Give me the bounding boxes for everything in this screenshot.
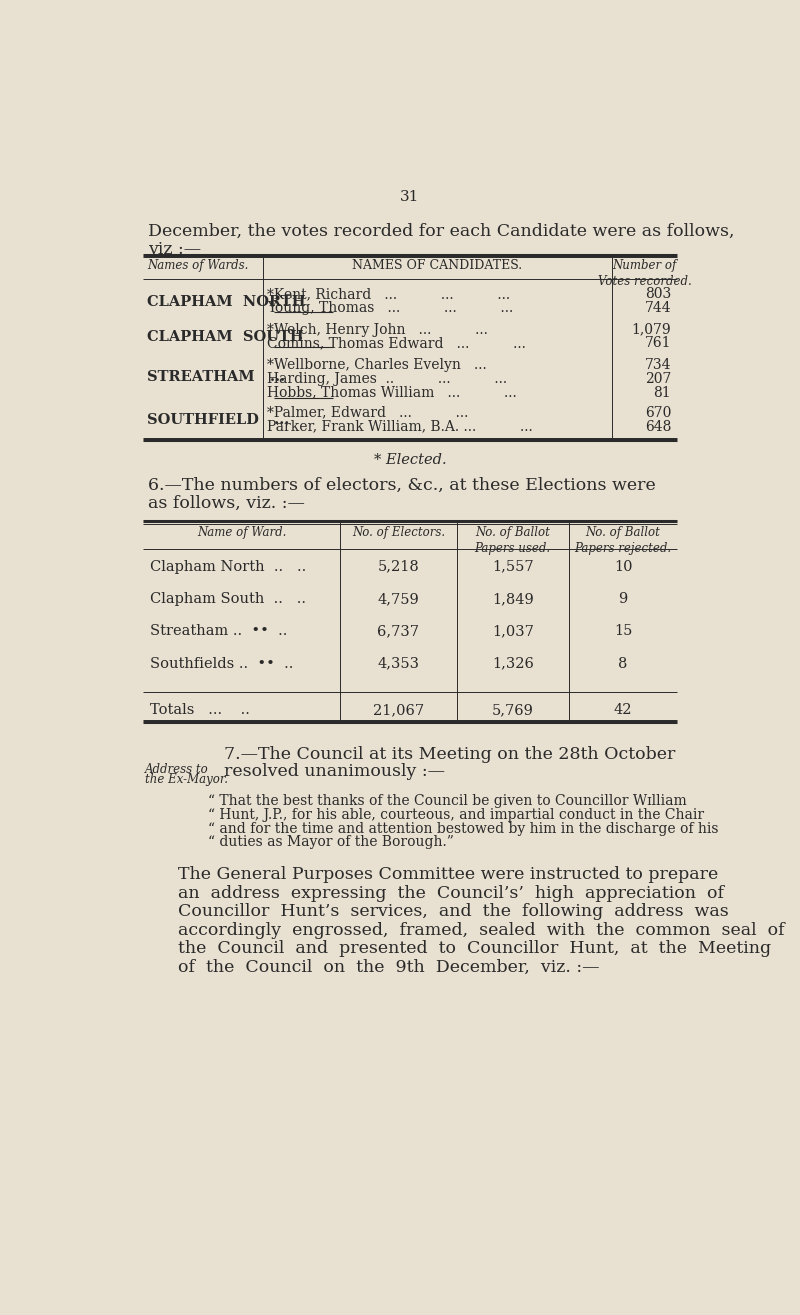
Text: December, the votes recorded for each Candidate were as follows,: December, the votes recorded for each Ca… <box>148 224 734 241</box>
Text: “ duties as Mayor of the Borough.”: “ duties as Mayor of the Borough.” <box>209 835 454 849</box>
Text: 1,849: 1,849 <box>492 592 534 606</box>
Text: 8: 8 <box>618 656 628 671</box>
Text: Parker, Frank William, B.A. ...          ...: Parker, Frank William, B.A. ... ... <box>267 419 533 434</box>
Text: Clapham South  ..   ..: Clapham South .. .. <box>150 592 306 606</box>
Text: 761: 761 <box>645 337 671 350</box>
Text: Comins, Thomas Edward   ...          ...: Comins, Thomas Edward ... ... <box>267 337 526 350</box>
Text: 1,079: 1,079 <box>631 322 671 337</box>
Text: 5,218: 5,218 <box>378 560 419 573</box>
Text: Southfields ..  ••  ..: Southfields .. •• .. <box>150 656 294 671</box>
Text: 5,769: 5,769 <box>492 704 534 717</box>
Text: the Ex-Mayor.: the Ex-Mayor. <box>145 773 228 786</box>
Text: “ That the best thanks of the Council be given to Councillor Wɪlliam: “ That the best thanks of the Council be… <box>209 794 687 807</box>
Text: 7.—The Council at its Meeting on the 28th October: 7.—The Council at its Meeting on the 28t… <box>224 746 675 763</box>
Text: 1,326: 1,326 <box>492 656 534 671</box>
Text: 10: 10 <box>614 560 632 573</box>
Text: 81: 81 <box>654 385 671 400</box>
Text: Hobbs, Thomas William   ...          ...: Hobbs, Thomas William ... ... <box>267 385 517 400</box>
Text: * Elected.: * Elected. <box>374 454 446 467</box>
Text: *Kent, Richard   ...          ...          ...: *Kent, Richard ... ... ... <box>267 287 510 301</box>
Text: Totals   ...    ..: Totals ... .. <box>150 704 250 717</box>
Text: 21,067: 21,067 <box>373 704 424 717</box>
Text: accordingly  engrossed,  framed,  sealed  with  the  common  seal  of: accordingly engrossed, framed, sealed wi… <box>178 922 784 939</box>
Text: 207: 207 <box>645 372 671 385</box>
Text: NAMES OF CANDIDATES.: NAMES OF CANDIDATES. <box>352 259 522 272</box>
Text: STREATHAM   ...: STREATHAM ... <box>147 371 286 384</box>
Text: Harding, James  ..          ...          ...: Harding, James .. ... ... <box>267 372 507 385</box>
Text: Names of Wards.: Names of Wards. <box>147 259 249 272</box>
Text: the  Council  and  presented  to  Councillor  Hunt,  at  the  Meeting: the Council and presented to Councillor … <box>178 940 770 957</box>
Text: 648: 648 <box>645 419 671 434</box>
Text: SOUTHFIELD   ...: SOUTHFIELD ... <box>147 413 290 427</box>
Text: *Palmer, Edward   ...          ...: *Palmer, Edward ... ... <box>267 406 469 419</box>
Text: 670: 670 <box>645 406 671 419</box>
Text: resolved unanimously :—: resolved unanimously :— <box>224 763 445 780</box>
Text: No. of Ballot
Papers used.: No. of Ballot Papers used. <box>474 526 550 555</box>
Text: 4,353: 4,353 <box>378 656 419 671</box>
Text: Name of Ward.: Name of Ward. <box>197 526 286 539</box>
Text: 1,037: 1,037 <box>492 625 534 638</box>
Text: 42: 42 <box>614 704 632 717</box>
Text: 15: 15 <box>614 625 632 638</box>
Text: 1,557: 1,557 <box>492 560 534 573</box>
Text: Young, Thomas   ...          ...          ...: Young, Thomas ... ... ... <box>267 301 514 316</box>
Text: Clapham North  ..   ..: Clapham North .. .. <box>150 560 306 573</box>
Text: No. of Ballot
Papers rejected.: No. of Ballot Papers rejected. <box>574 526 672 555</box>
Text: “ Hunt, J.P., for his able, courteous, and impartial conduct in the Chair: “ Hunt, J.P., for his able, courteous, a… <box>209 807 705 822</box>
Text: Address to: Address to <box>145 763 209 776</box>
Text: 31: 31 <box>400 191 420 204</box>
Text: 6.—The numbers of electors, &c., at these Elections were: 6.—The numbers of electors, &c., at thes… <box>148 476 656 493</box>
Text: 734: 734 <box>645 358 671 372</box>
Text: 803: 803 <box>645 287 671 301</box>
Text: 744: 744 <box>645 301 671 316</box>
Text: as follows, viz. :—: as follows, viz. :— <box>148 494 305 512</box>
Text: “ and for the time and attention bestowed by him in the discharge of his: “ and for the time and attention bestowe… <box>209 822 719 835</box>
Text: Councillor  Hunt’s  services,  and  the  following  address  was: Councillor Hunt’s services, and the foll… <box>178 903 728 920</box>
Text: No. of Electors.: No. of Electors. <box>352 526 445 539</box>
Text: viz :—: viz :— <box>148 241 201 258</box>
Text: CLAPHAM  SOUTH: CLAPHAM SOUTH <box>147 330 304 345</box>
Text: *Wellborne, Charles Evelyn   ...: *Wellborne, Charles Evelyn ... <box>267 358 487 372</box>
Text: 9: 9 <box>618 592 628 606</box>
Text: of  the  Council  on  the  9th  December,  viz. :—: of the Council on the 9th December, viz.… <box>178 959 599 976</box>
Text: 4,759: 4,759 <box>378 592 419 606</box>
Text: *Welch, Henry John   ...          ...: *Welch, Henry John ... ... <box>267 322 488 337</box>
Text: 6,737: 6,737 <box>378 625 419 638</box>
Text: Number of
Votes recorded.: Number of Votes recorded. <box>598 259 691 288</box>
Text: Streatham ..  ••  ..: Streatham .. •• .. <box>150 625 288 638</box>
Text: an  address  expressing  the  Council’s’  high  appreciation  of: an address expressing the Council’s’ hig… <box>178 885 723 902</box>
Text: CLAPHAM  NORTH: CLAPHAM NORTH <box>147 295 306 309</box>
Text: The General Purposes Committee were instructed to prepare: The General Purposes Committee were inst… <box>178 867 718 884</box>
